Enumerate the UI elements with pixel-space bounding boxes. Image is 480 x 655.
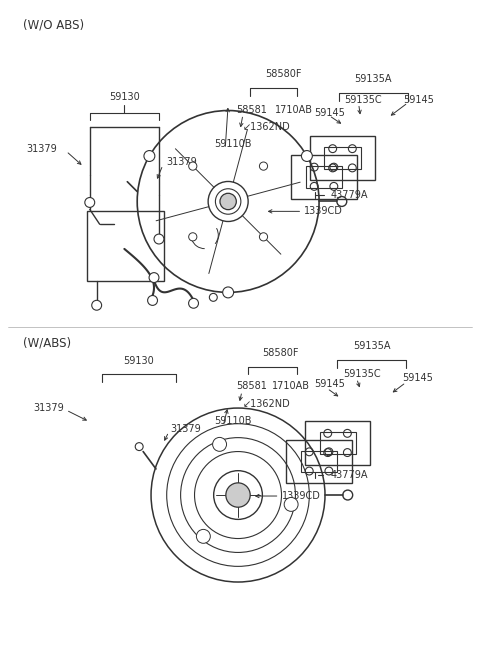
Text: 31379: 31379 (33, 403, 64, 413)
Text: 58581: 58581 (236, 105, 267, 115)
Text: 1339CD: 1339CD (281, 491, 320, 501)
Text: 59135C: 59135C (343, 369, 381, 379)
Circle shape (259, 233, 267, 241)
Bar (320, 432, 356, 454)
Circle shape (223, 287, 234, 298)
Circle shape (209, 293, 217, 301)
Circle shape (284, 497, 298, 512)
Text: 59130: 59130 (123, 356, 154, 365)
Circle shape (144, 151, 155, 162)
Text: 59135C: 59135C (344, 95, 382, 105)
Text: 58580F: 58580F (262, 348, 299, 358)
Text: (W/ABS): (W/ABS) (23, 337, 71, 350)
Text: 31379: 31379 (26, 144, 57, 154)
Bar (87, 212, 164, 280)
Text: ↙1362ND: ↙1362ND (243, 122, 291, 132)
Text: 59135A: 59135A (353, 341, 390, 351)
Bar (305, 421, 371, 465)
Text: 59145: 59145 (403, 95, 434, 105)
Text: 59130: 59130 (109, 92, 140, 102)
Circle shape (148, 295, 157, 305)
Circle shape (301, 151, 312, 162)
Circle shape (220, 193, 236, 210)
Text: 43779A: 43779A (331, 189, 369, 200)
Text: 31379: 31379 (171, 424, 202, 434)
Text: 1710AB: 1710AB (275, 105, 312, 115)
Bar (324, 147, 360, 169)
Text: (W/O ABS): (W/O ABS) (23, 18, 84, 31)
Text: 59145: 59145 (314, 379, 345, 389)
Circle shape (135, 443, 143, 451)
Bar (286, 440, 352, 483)
Circle shape (226, 483, 250, 507)
Text: 58581: 58581 (236, 381, 267, 391)
Circle shape (149, 272, 159, 282)
Text: 59145: 59145 (402, 373, 433, 383)
Circle shape (213, 438, 227, 451)
Circle shape (196, 529, 210, 543)
Bar (291, 155, 357, 198)
Circle shape (154, 234, 164, 244)
Text: 59110B: 59110B (214, 139, 252, 149)
Text: 43779A: 43779A (331, 470, 369, 480)
Text: 59145: 59145 (314, 107, 345, 117)
Text: 1339CD: 1339CD (304, 206, 343, 216)
Text: 31379: 31379 (166, 157, 197, 167)
Bar (310, 136, 375, 180)
Bar (306, 166, 342, 188)
Bar (301, 451, 337, 472)
Circle shape (259, 162, 267, 170)
Text: ↙1362ND: ↙1362ND (243, 399, 291, 409)
Text: 59135A: 59135A (355, 74, 392, 84)
Circle shape (189, 162, 197, 170)
Circle shape (189, 233, 197, 241)
Circle shape (85, 198, 95, 208)
Text: 1710AB: 1710AB (272, 381, 310, 391)
Text: 59110B: 59110B (214, 416, 252, 426)
Circle shape (189, 298, 199, 309)
Text: 58580F: 58580F (265, 69, 302, 79)
Circle shape (92, 301, 102, 310)
